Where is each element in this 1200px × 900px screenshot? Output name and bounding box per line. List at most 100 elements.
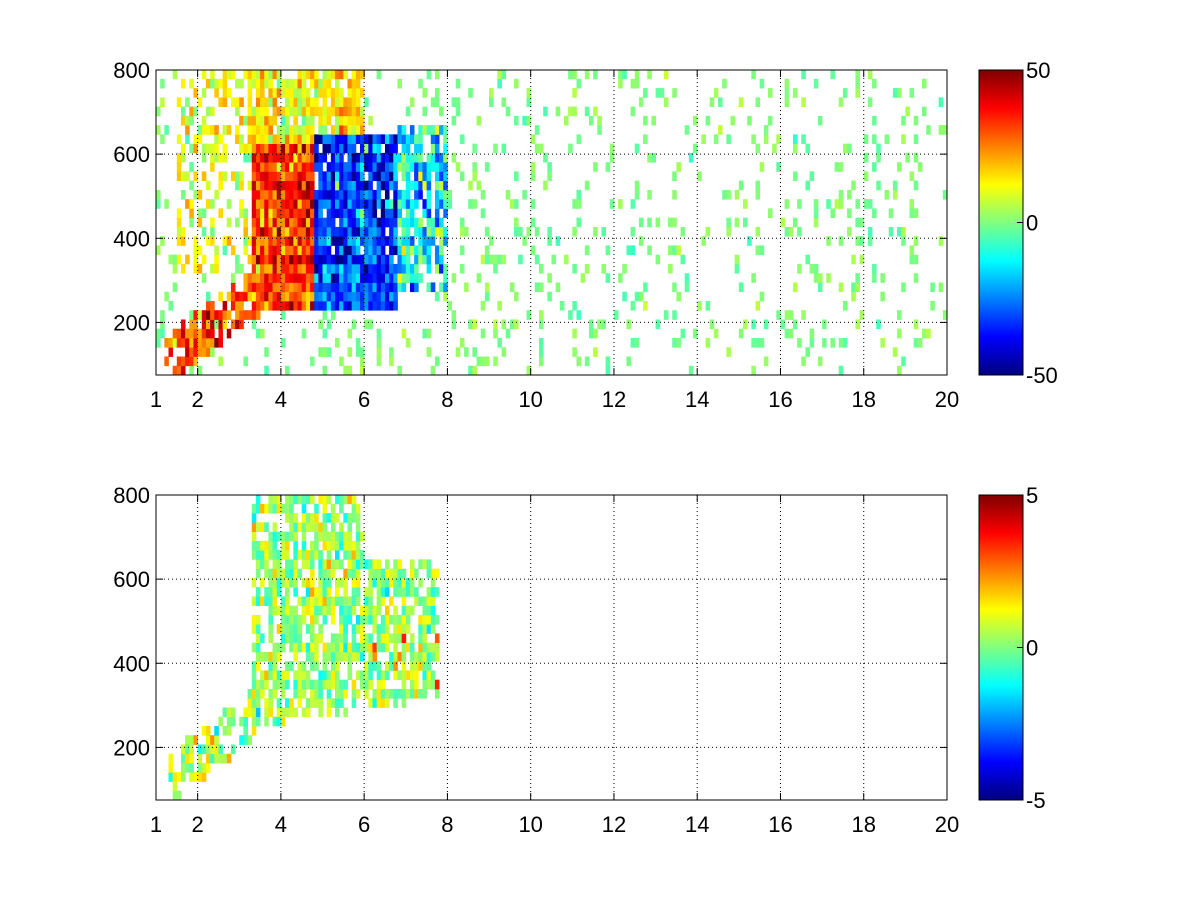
heatmap-cell: [401, 661, 407, 671]
heatmap-cell: [314, 273, 319, 283]
heatmap-cell: [268, 189, 273, 200]
heatmap-cell: [347, 651, 353, 662]
heatmap-cell: [418, 78, 423, 89]
heatmap-cell: [310, 698, 315, 708]
heatmap-cell: [430, 605, 436, 616]
heatmap-cell: [401, 125, 407, 135]
heatmap-cell: [318, 531, 323, 542]
heatmap-cell: [280, 208, 286, 219]
heatmap-cell: [280, 143, 286, 154]
heatmap-cell: [447, 199, 452, 209]
heatmap-cell: [397, 263, 403, 274]
heatmap-cell: [210, 236, 215, 246]
heatmap-cell: [738, 97, 744, 107]
heatmap-cell: [384, 568, 390, 579]
heatmap-cell: [393, 624, 398, 634]
heatmap-cell: [260, 226, 265, 237]
heatmap-cell: [405, 208, 411, 219]
heatmap-cell: [260, 199, 265, 209]
heatmap-cell: [355, 245, 361, 256]
heatmap-cell: [218, 152, 224, 163]
heatmap-cell: [297, 189, 303, 200]
heatmap-cell: [763, 125, 769, 135]
heatmap-cell: [643, 282, 648, 293]
heatmap-cell: [305, 300, 311, 311]
heatmap-cell: [347, 568, 353, 579]
heatmap-cell: [314, 143, 319, 154]
heatmap-cell: [384, 162, 390, 172]
heatmap-cell: [168, 337, 174, 348]
heatmap-cell: [443, 143, 448, 154]
heatmap-cell: [347, 291, 353, 302]
heatmap-cell: [576, 356, 582, 367]
heatmap-cell: [297, 522, 303, 532]
heatmap-cell: [422, 199, 428, 209]
heatmap-cell: [393, 199, 398, 209]
heatmap-cell: [847, 208, 852, 219]
heatmap-cell: [310, 291, 315, 302]
heatmap-cell: [443, 291, 448, 302]
heatmap-cell: [318, 199, 323, 209]
heatmap-cell: [322, 78, 328, 89]
heatmap-cell: [393, 559, 398, 570]
heatmap-cell: [472, 365, 477, 376]
heatmap-cell: [272, 522, 278, 532]
heatmap-cell: [797, 199, 802, 209]
heatmap-cell: [368, 254, 373, 265]
heatmap-cell: [364, 633, 369, 644]
heatmap-cell: [301, 707, 307, 718]
heatmap-cell: [401, 328, 407, 339]
heatmap-cell: [355, 522, 361, 532]
heatmap-cell: [276, 642, 282, 653]
heatmap-cell: [455, 162, 461, 172]
heatmap-cell: [293, 587, 298, 597]
heatmap-cell: [222, 152, 228, 163]
heatmap-cell: [426, 596, 432, 607]
heatmap-cell: [251, 217, 257, 228]
heatmap-cell: [638, 291, 644, 302]
heatmap-cell: [426, 282, 432, 293]
heatmap-cell: [343, 97, 348, 107]
heatmap-cell: [543, 180, 548, 191]
heatmap-cell: [901, 115, 906, 126]
heatmap-cell: [347, 670, 353, 681]
heatmap-cell: [359, 70, 365, 80]
heatmap-cell: [285, 217, 290, 228]
heatmap-cell: [368, 152, 373, 163]
heatmap-cell: [251, 679, 257, 690]
heatmap-cell: [393, 171, 398, 182]
heatmap-cell: [222, 300, 228, 311]
heatmap-cell: [301, 106, 307, 117]
heatmap-cell: [305, 162, 311, 172]
heatmap-cell: [372, 614, 378, 625]
heatmap-cell: [330, 226, 336, 237]
heatmap-cell: [305, 273, 311, 283]
heatmap-cell: [397, 568, 403, 579]
heatmap-cell: [293, 540, 298, 551]
heatmap-cell: [430, 642, 436, 653]
heatmap-cell: [401, 587, 407, 597]
heatmap-cell: [351, 88, 357, 98]
heatmap-cell: [310, 115, 315, 126]
heatmap-cell: [476, 273, 482, 283]
heatmap-cell: [734, 254, 740, 265]
heatmap-cell: [255, 273, 261, 283]
heatmap-cell: [439, 162, 444, 172]
heatmap-cell: [384, 614, 390, 625]
heatmap-cell: [743, 217, 748, 228]
heatmap-cell: [393, 134, 398, 145]
heatmap-cell: [330, 88, 336, 98]
heatmap-cell: [230, 300, 236, 311]
heatmap-cell: [414, 282, 419, 293]
heatmap-cell: [339, 540, 344, 551]
heatmap-cell: [289, 125, 294, 135]
heatmap-cell: [293, 688, 298, 699]
heatmap-cell: [180, 365, 186, 376]
heatmap-cell: [343, 254, 348, 265]
heatmap-cell: [301, 540, 307, 551]
heatmap-cell: [268, 670, 273, 681]
heatmap-cell: [384, 300, 390, 311]
heatmap-cell: [368, 577, 373, 588]
heatmap-cell: [355, 208, 361, 219]
heatmap-cell: [318, 679, 323, 690]
